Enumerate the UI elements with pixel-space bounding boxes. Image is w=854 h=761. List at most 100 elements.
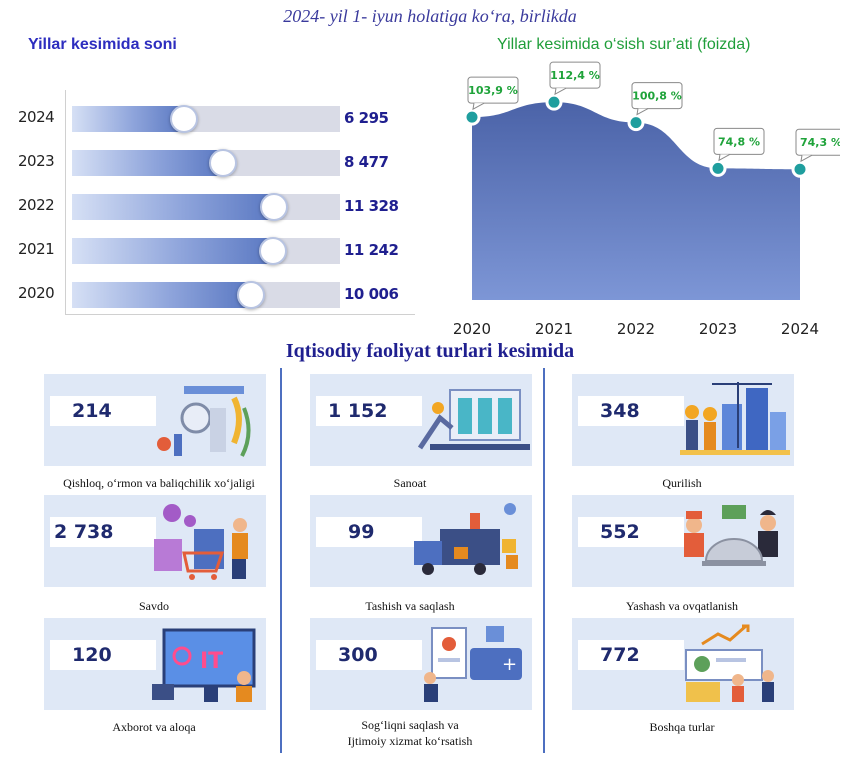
card-other: 772 Boshqa turlar [572, 618, 794, 734]
column-divider-right [543, 368, 545, 753]
bar-track [72, 193, 340, 221]
area-point [463, 108, 481, 126]
bar-category-label: 2021 [18, 240, 55, 258]
card-agriculture: 214 Qishloq, o‘rmon va baliqchilik xo‘ja… [44, 374, 266, 490]
it-screen-label: IT [200, 649, 223, 674]
card-value: 99 [316, 517, 422, 547]
card-transport: 99 Tashish va saqlash [310, 495, 532, 613]
bar-knob [259, 237, 287, 265]
area-callout-box [549, 61, 601, 89]
card-label: Boshqa turlar [649, 720, 715, 734]
it-computer-icon: IT [152, 628, 256, 702]
bar [72, 282, 251, 308]
section-title: Iqtisodiy faoliyat turlari kesimida [285, 340, 575, 362]
card-value: 300 [316, 640, 422, 670]
bar-row: 2020 10 006 [0, 278, 420, 310]
bar-category-label: 2023 [18, 152, 55, 170]
bar-track [72, 105, 340, 133]
svg-text:+: + [502, 654, 517, 675]
bar-value-label: 8 477 [344, 153, 389, 171]
bar-knob [237, 281, 265, 309]
bar-value-label: 10 006 [344, 285, 399, 303]
card-label-line2: Ijtimoiy xizmat ko‘rsatish [347, 734, 473, 748]
area-point [709, 159, 727, 177]
bar-category-label: 2022 [18, 196, 55, 214]
card-label: Tashish va saqlash [365, 599, 455, 613]
area-callout-pointer [636, 108, 649, 116]
bar-row: 2024 6 295 [0, 102, 420, 134]
healthcare-icon: + [424, 626, 522, 702]
bar-knob [170, 105, 198, 133]
card-label: Axborot va aloqa [112, 720, 196, 734]
card-label-line1: Sog‘liqni saqlash va [361, 718, 459, 732]
bar [72, 106, 184, 132]
area-chart-title: Yillar kesimida o‘sish sur’ati (foizda) [497, 36, 751, 53]
area-callout-box [467, 76, 519, 104]
area-value-label: 74,8 % [718, 135, 760, 148]
bar-value-label: 11 242 [344, 241, 399, 259]
area-x-tick-label: 2023 [699, 320, 737, 338]
bar-value-label: 6 295 [344, 109, 389, 127]
card-accommodation: 552 Yashash va ovqatlanish [572, 495, 794, 613]
card-trade: 2 738 Savdo [44, 495, 266, 613]
bar-row: 2021 11 242 [0, 234, 420, 266]
area-value-label: 74,3 % [800, 136, 840, 149]
card-industry: 1 152 Sanoat [310, 374, 532, 490]
area-callout-box [795, 128, 840, 156]
area-value-label: 103,9 % [468, 84, 518, 97]
card-value: 1 152 [316, 396, 422, 426]
card-value: 348 [578, 396, 684, 426]
card-label: Yashash va ovqatlanish [625, 599, 739, 613]
area-callout-pointer [800, 154, 813, 163]
bar-row: 2023 8 477 [0, 146, 420, 178]
area-x-tick-label: 2020 [453, 320, 491, 338]
card-label: Savdo [139, 599, 169, 613]
area-callout-pointer [472, 102, 485, 111]
bar-row: 2022 11 328 [0, 190, 420, 222]
card-construction: 348 Qurilish [572, 374, 794, 490]
column-divider-left [280, 368, 282, 753]
area-chart: 103,9 % 2020 112,4 % 2021 100,8 % 2022 74,8 % 2… [453, 61, 840, 338]
area-callout-pointer [718, 153, 731, 162]
area-x-tick-label: 2022 [617, 320, 655, 338]
bar-track [72, 281, 340, 309]
bar-track [72, 237, 340, 265]
bar-value-label: 11 328 [344, 197, 399, 215]
card-ict: 120 IT Axborot va aloqa [44, 618, 266, 734]
bar-track [72, 149, 340, 177]
bar-category-label: 2020 [18, 284, 55, 302]
area-value-label: 100,8 % [632, 90, 682, 103]
area-x-tick-label: 2021 [535, 320, 573, 338]
area-x-tick-label: 2024 [781, 320, 819, 338]
bar-knob [260, 193, 288, 221]
area-point [545, 93, 563, 111]
area-series [472, 102, 800, 300]
card-label: Qishloq, o‘rmon va baliqchilik xo‘jaligi [63, 476, 255, 490]
card-label: Sanoat [393, 476, 427, 490]
card-healthcare: 300 + Sog‘liqni saqlash va Ijtimoiy xizm… [310, 618, 532, 748]
shopping-icon [154, 504, 248, 580]
card-value: 772 [578, 640, 684, 670]
bar-chart-frame [65, 90, 415, 315]
area-callout-box [713, 127, 765, 155]
area-point [627, 114, 645, 132]
bar [72, 150, 223, 176]
card-value: 214 [50, 396, 156, 426]
delivery-truck-icon [414, 503, 518, 575]
area-point [791, 160, 809, 178]
card-label: Qurilish [662, 476, 702, 490]
bar-chart-title: Yillar kesimida soni [28, 36, 177, 53]
card-value: 552 [578, 517, 684, 547]
page-title: 2024- yil 1- iyun holatiga ko‘ra, birlik… [283, 6, 577, 26]
bar-category-label: 2024 [18, 108, 55, 126]
other-analytics-icon [685, 624, 774, 702]
agriculture-icon [157, 386, 251, 457]
food-service-icon [684, 505, 778, 566]
card-value: 2 738 [50, 517, 156, 547]
area-callout-box [631, 82, 683, 110]
card-value: 120 [50, 640, 156, 670]
bar [72, 194, 274, 220]
bar-knob [209, 149, 237, 177]
area-callout-pointer [554, 87, 567, 96]
area-value-label: 112,4 % [550, 69, 600, 82]
